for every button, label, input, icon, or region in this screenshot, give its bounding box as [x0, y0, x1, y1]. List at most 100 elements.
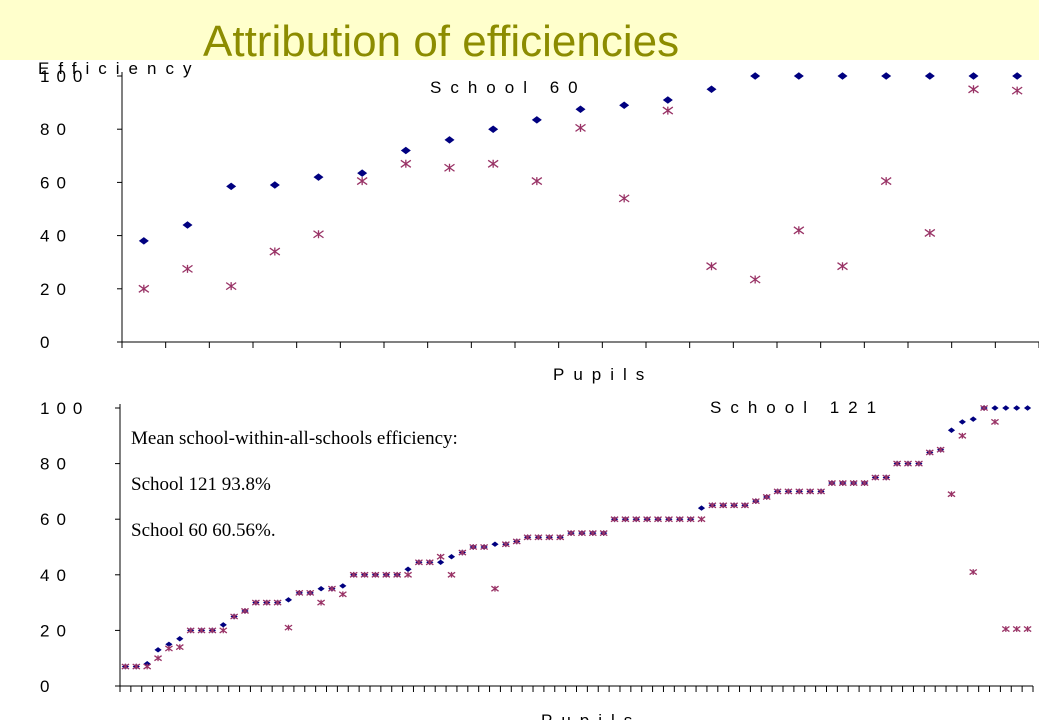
star-point [675, 516, 684, 523]
diamond-point [924, 72, 935, 80]
star-point [936, 446, 945, 453]
star-point [313, 230, 324, 239]
star-point [618, 194, 630, 203]
star-point [621, 516, 630, 523]
star-point [882, 474, 891, 481]
star-point [338, 591, 347, 598]
star-point [436, 553, 445, 560]
star-point [175, 644, 184, 651]
y-axis-label: Efficiency [38, 59, 200, 78]
diamond-point [488, 125, 499, 133]
star-point [795, 488, 804, 495]
star-point [262, 599, 271, 606]
star-point [251, 599, 260, 606]
y-tick-label: 20 [40, 280, 73, 299]
star-point [719, 502, 728, 509]
diamond-point [881, 72, 892, 80]
star-point [893, 460, 902, 467]
x-axis-label: Pupils [553, 365, 653, 384]
star-point [1001, 625, 1010, 633]
star-point [382, 571, 391, 578]
star-point [577, 530, 586, 537]
y-tick-label: 0 [40, 333, 56, 352]
diamond-point [269, 181, 280, 189]
star-point [219, 627, 228, 634]
annotation-line: Mean school-within-all-schools efficienc… [131, 428, 458, 449]
star-point [317, 599, 326, 606]
star-point [860, 480, 869, 487]
star-point [269, 247, 281, 256]
star-point [654, 516, 662, 523]
star-point [197, 627, 206, 634]
star-point [871, 474, 880, 481]
star-point [817, 488, 826, 495]
star-point [762, 493, 771, 501]
star-point [121, 663, 130, 670]
star-point [980, 404, 989, 412]
star-point [904, 460, 912, 467]
y-tick-label: 100 [40, 67, 89, 86]
star-point [697, 516, 706, 523]
star-point [751, 498, 760, 505]
star-point [414, 559, 423, 566]
diamond-point [444, 136, 455, 144]
star-point [545, 534, 554, 541]
star-point [990, 418, 999, 425]
star-point [1023, 625, 1032, 633]
star-point [686, 516, 695, 523]
star-point [273, 599, 282, 606]
diamond-point [991, 405, 999, 411]
y-tick-label: 40 [40, 227, 73, 246]
diamond-point [1002, 405, 1010, 411]
diamond-point [317, 586, 325, 592]
diamond-point [165, 641, 173, 647]
diamond-point [154, 647, 162, 653]
star-point [740, 502, 749, 509]
diamond-point [619, 101, 630, 110]
diamond-point [947, 427, 956, 433]
diamond-point [437, 559, 445, 565]
y-tick-label: 60 [40, 173, 73, 192]
star-point [225, 282, 237, 291]
star-point [400, 159, 412, 168]
star-point [487, 159, 499, 168]
diamond-point [793, 72, 804, 80]
diamond-point [958, 419, 966, 425]
star-point [588, 530, 597, 537]
star-point [534, 534, 543, 541]
star-point [773, 488, 782, 495]
star-point [138, 284, 150, 293]
y-tick-label: 20 [40, 621, 73, 640]
star-point [295, 589, 304, 596]
star-point [327, 585, 336, 592]
star-point [447, 571, 456, 578]
y-tick-label: 40 [40, 566, 73, 585]
star-point [556, 534, 565, 541]
star-point [523, 534, 532, 541]
star-point [469, 543, 478, 551]
star-point [968, 85, 979, 94]
y-tick-label: 80 [40, 455, 73, 474]
star-point [208, 627, 217, 634]
star-point [924, 228, 936, 237]
star-point [132, 663, 141, 670]
y-tick-label: 100 [40, 399, 89, 418]
diamond-point [837, 72, 848, 80]
star-point [444, 163, 455, 172]
star-point [664, 516, 673, 523]
star-point [849, 480, 858, 487]
star-point [284, 624, 293, 631]
star-point [458, 549, 467, 556]
diamond-point [447, 554, 456, 560]
diamond-point [1023, 405, 1032, 411]
annotation-box: Mean school-within-all-schools efficienc… [131, 426, 476, 564]
diamond-point [662, 96, 673, 104]
plot-background [30, 60, 1039, 720]
diamond-point [575, 105, 586, 113]
star-point [154, 655, 163, 662]
star-point [914, 460, 923, 467]
star-point [793, 226, 805, 235]
star-point [186, 627, 195, 634]
diamond-point [1013, 405, 1021, 411]
